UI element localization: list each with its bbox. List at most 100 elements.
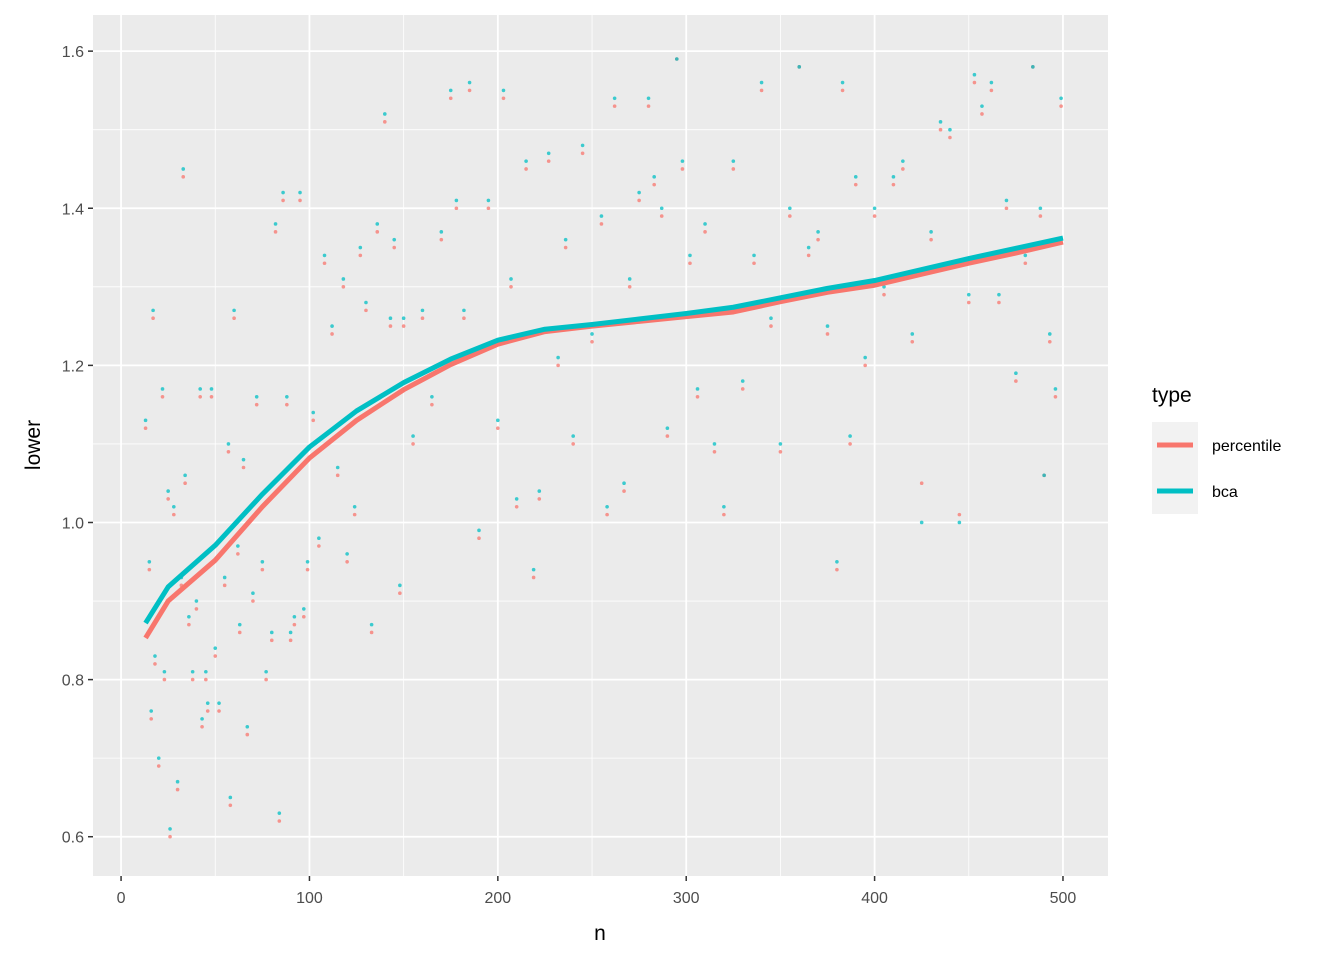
- point: [156, 764, 161, 768]
- point: [292, 614, 297, 619]
- point: [731, 167, 736, 171]
- point: [477, 536, 481, 540]
- point: [788, 206, 792, 211]
- point: [198, 387, 202, 391]
- point: [646, 104, 651, 108]
- point: [997, 292, 1001, 297]
- y-tick-label: 1.2: [62, 358, 84, 375]
- point: [1004, 198, 1009, 203]
- y-tick-label: 1.6: [62, 44, 84, 61]
- point: [966, 292, 971, 297]
- point: [251, 591, 255, 595]
- point: [627, 277, 632, 281]
- point: [957, 520, 962, 525]
- point: [181, 167, 186, 171]
- point: [200, 724, 204, 729]
- point: [194, 607, 199, 611]
- point: [816, 237, 820, 242]
- point: [863, 355, 867, 360]
- point: [752, 261, 756, 266]
- plot-panel: [93, 15, 1108, 876]
- point: [712, 442, 717, 446]
- point: [882, 292, 886, 297]
- point: [938, 127, 943, 132]
- point: [168, 834, 172, 839]
- point: [392, 245, 397, 250]
- point: [652, 175, 656, 179]
- point: [919, 520, 924, 525]
- point: [1031, 65, 1035, 69]
- y-tick-label: 1.0: [62, 515, 84, 532]
- point: [166, 497, 170, 501]
- point: [143, 418, 148, 423]
- point: [345, 559, 349, 564]
- point: [301, 607, 306, 611]
- point: [731, 159, 736, 163]
- point: [537, 489, 542, 493]
- point: [509, 285, 513, 289]
- point: [204, 677, 208, 682]
- point: [241, 457, 246, 462]
- point: [352, 504, 357, 509]
- point: [688, 253, 692, 258]
- point: [1023, 261, 1028, 266]
- point: [652, 182, 656, 187]
- point: [891, 175, 896, 179]
- point: [264, 677, 268, 682]
- point: [477, 528, 481, 533]
- point: [989, 88, 994, 93]
- point: [273, 230, 278, 234]
- point: [226, 449, 231, 454]
- point: [1023, 253, 1028, 258]
- point: [156, 756, 161, 760]
- point: [269, 630, 274, 635]
- point: [759, 80, 764, 85]
- x-tick-label: 200: [484, 890, 511, 907]
- smooth-line: [143, 235, 1064, 625]
- point: [162, 669, 167, 674]
- point: [788, 214, 792, 218]
- point: [335, 473, 340, 478]
- point: [277, 819, 282, 823]
- point: [383, 120, 387, 124]
- point: [919, 481, 924, 486]
- point: [712, 449, 717, 454]
- point: [531, 575, 536, 580]
- point: [688, 261, 692, 266]
- point: [514, 504, 519, 509]
- point: [627, 285, 632, 289]
- point: [228, 795, 233, 800]
- point: [556, 355, 560, 360]
- point: [806, 245, 811, 250]
- point: [769, 324, 773, 328]
- point: [172, 504, 176, 509]
- point: [160, 394, 165, 399]
- point: [806, 253, 811, 258]
- point: [205, 701, 210, 705]
- point: [637, 198, 641, 203]
- point: [454, 198, 459, 203]
- point: [797, 65, 802, 69]
- point: [281, 198, 285, 203]
- point: [392, 237, 397, 242]
- point: [448, 88, 453, 93]
- point: [254, 402, 259, 407]
- point: [722, 504, 726, 509]
- point: [264, 669, 268, 674]
- point: [680, 167, 685, 171]
- point: [997, 300, 1001, 305]
- point: [260, 559, 265, 564]
- point: [288, 630, 293, 635]
- point: [228, 803, 233, 808]
- point: [467, 88, 472, 93]
- point: [680, 159, 685, 163]
- point: [1047, 340, 1052, 344]
- legend-label: bca: [1212, 484, 1238, 501]
- point: [659, 214, 664, 218]
- point: [674, 57, 679, 61]
- point: [205, 709, 210, 713]
- x-tick-label: 300: [673, 890, 700, 907]
- point: [209, 387, 214, 391]
- point: [848, 442, 852, 446]
- point: [1004, 206, 1009, 211]
